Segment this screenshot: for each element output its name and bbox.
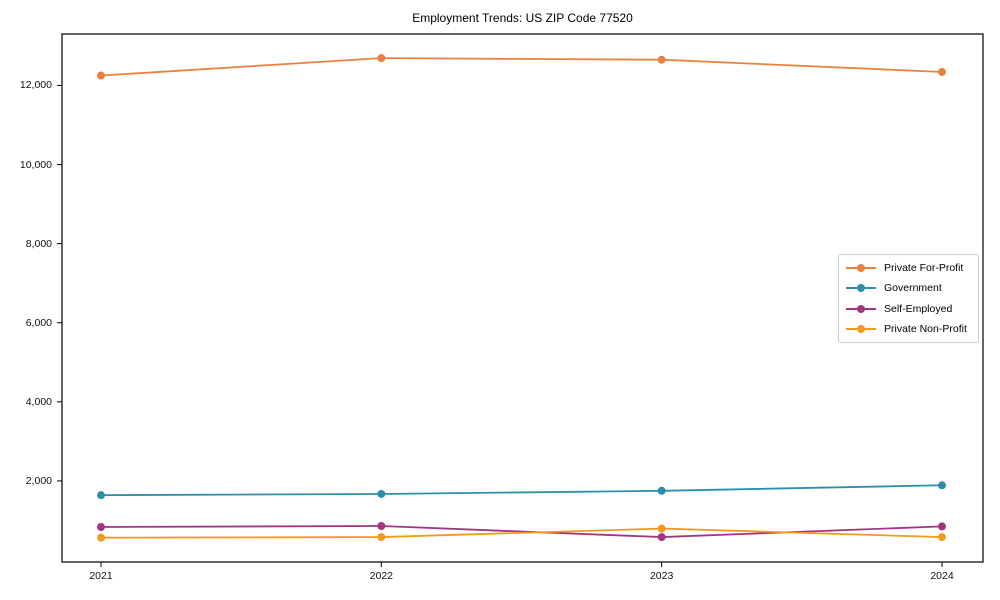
legend-line-marker-icon: [846, 304, 876, 314]
y-axis-tick-label: 12,000: [19, 79, 52, 92]
legend-line-marker-icon: [846, 324, 876, 334]
legend-item: Self-Employed: [846, 299, 971, 319]
legend-label: Self-Employed: [884, 302, 953, 315]
chart-title: Employment Trends: US ZIP Code 77520: [412, 11, 633, 25]
y-axis-tick-label: 2,000: [25, 474, 52, 487]
y-axis-tick-label: 10,000: [19, 158, 52, 171]
x-axis-tick-label: 2022: [369, 570, 393, 582]
legend-label: Private Non-Profit: [884, 322, 967, 335]
legend-line-marker-icon: [846, 263, 876, 273]
legend-label: Government: [884, 282, 942, 295]
y-axis-tick-label: 4,000: [25, 395, 52, 408]
x-axis-tick-label: 2024: [930, 570, 954, 582]
legend: Private For-Profit Government Self-Emplo…: [838, 254, 979, 343]
legend-line-marker-icon: [846, 283, 876, 293]
legend-item: Government: [846, 278, 971, 298]
legend-label: Private For-Profit: [884, 262, 964, 275]
y-axis-tick-label: 8,000: [25, 237, 52, 250]
y-axis-tick-label: 6,000: [25, 316, 52, 329]
legend-item: Private Non-Profit: [846, 319, 971, 339]
x-axis-tick-label: 2023: [649, 570, 674, 582]
legend-item: Private For-Profit: [846, 258, 971, 278]
x-axis-tick-label: 2021: [89, 570, 113, 582]
